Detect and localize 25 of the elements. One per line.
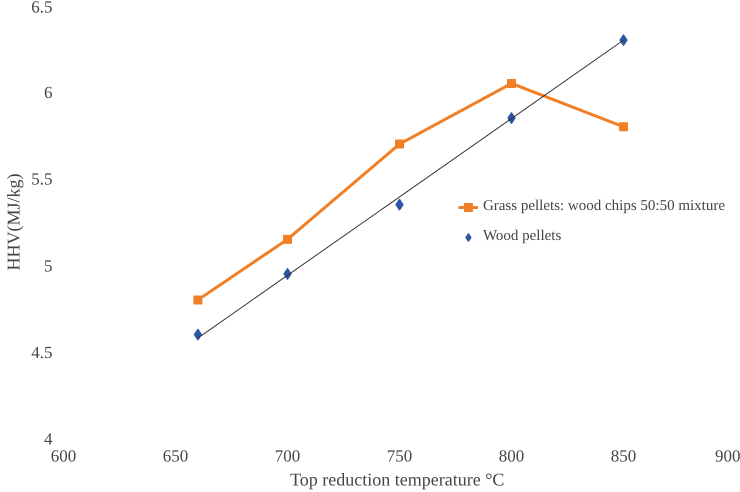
point (619, 122, 628, 132)
y-tick-label: 4.5 (31, 342, 52, 362)
point (619, 34, 628, 46)
y-tick-label: 6.5 (31, 0, 52, 16)
legend-label: Grass pellets: wood chips 50:50 mixture (482, 198, 725, 215)
x-tick-label: 850 (610, 446, 636, 466)
point (507, 78, 516, 88)
point (395, 198, 404, 211)
y-tick-label: 5 (44, 256, 52, 276)
x-tick-label: 750 (386, 446, 412, 466)
x-tick-label: 650 (162, 446, 188, 466)
y-tick-label: 5.5 (31, 170, 52, 189)
y-axis-title: HHV(MJ/kg) (3, 173, 24, 270)
point (283, 234, 292, 244)
point (194, 328, 202, 341)
x-axis-title: Top reduction temperature °C (290, 470, 504, 490)
point (395, 140, 404, 149)
y-tick-label: 4 (44, 430, 53, 448)
x-tick-label: 800 (498, 446, 524, 466)
x-tick-label: 700 (274, 446, 300, 466)
x-tick-label: 600 (50, 446, 76, 466)
point (193, 295, 202, 304)
y-tick-label: 6 (44, 83, 52, 102)
legend-label: Wood pellets (482, 228, 562, 245)
x-tick-label: 900 (715, 446, 740, 466)
